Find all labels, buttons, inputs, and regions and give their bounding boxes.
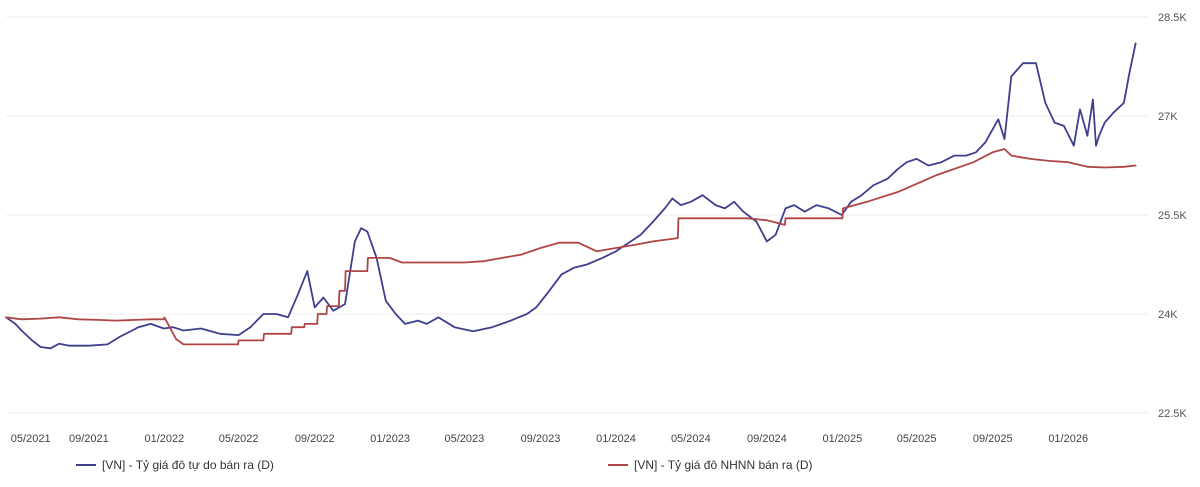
x-tick-label: 01/2025 bbox=[823, 433, 863, 445]
x-tick-label: 05/2025 bbox=[897, 433, 937, 445]
x-tick-label: 09/2025 bbox=[973, 433, 1013, 445]
x-tick-label: 05/2021 bbox=[11, 433, 51, 445]
line-chart: 28.5K 27K 25.5K 24K 22.5K 05/2021 09/2021 01/2… bbox=[5, 12, 1187, 445]
y-tick-label: 24K bbox=[1158, 309, 1178, 321]
x-tick-label: 05/2023 bbox=[445, 433, 485, 445]
legend-label-sbv: [VN] - Tỷ giá đô NHNN bán ra (D) bbox=[634, 458, 813, 472]
legend-item-sbv[interactable]: [VN] - Tỷ giá đô NHNN bán ra (D) bbox=[608, 458, 813, 472]
x-tick-label: 09/2021 bbox=[69, 433, 109, 445]
legend-swatch-sbv bbox=[608, 464, 628, 466]
x-tick-label: 01/2023 bbox=[370, 433, 410, 445]
x-tick-label: 09/2023 bbox=[521, 433, 561, 445]
legend: [VN] - Tỷ giá đô tự do bán ra (D) [VN] -… bbox=[0, 458, 1200, 478]
x-tick-label: 09/2024 bbox=[747, 433, 787, 445]
y-tick-label: 25.5K bbox=[1158, 210, 1187, 222]
x-tick-label: 05/2024 bbox=[671, 433, 711, 445]
y-tick-label: 27K bbox=[1158, 111, 1178, 123]
x-axis-labels: 05/2021 09/2021 01/2022 05/2022 09/2022 01/20… bbox=[11, 433, 1088, 445]
legend-item-free-market[interactable]: [VN] - Tỷ giá đô tự do bán ra (D) bbox=[76, 458, 274, 472]
y-axis-labels: 28.5K 27K 25.5K 24K 22.5K bbox=[1158, 12, 1187, 420]
x-tick-label: 01/2026 bbox=[1048, 433, 1088, 445]
series-lines bbox=[5, 42, 1137, 350]
x-tick-label: 09/2022 bbox=[295, 433, 335, 445]
legend-swatch-free-market bbox=[76, 464, 96, 466]
legend-label-free-market: [VN] - Tỷ giá đô tự do bán ra (D) bbox=[102, 458, 274, 472]
series-line-free-market[interactable] bbox=[5, 42, 1137, 350]
grid-lines bbox=[6, 16, 1148, 414]
x-tick-label: 01/2024 bbox=[596, 433, 636, 445]
y-tick-label: 22.5K bbox=[1158, 408, 1187, 420]
y-tick-label: 28.5K bbox=[1158, 12, 1187, 24]
x-tick-label: 01/2022 bbox=[144, 433, 184, 445]
x-tick-label: 05/2022 bbox=[219, 433, 259, 445]
series-line-sbv[interactable] bbox=[5, 148, 1137, 346]
